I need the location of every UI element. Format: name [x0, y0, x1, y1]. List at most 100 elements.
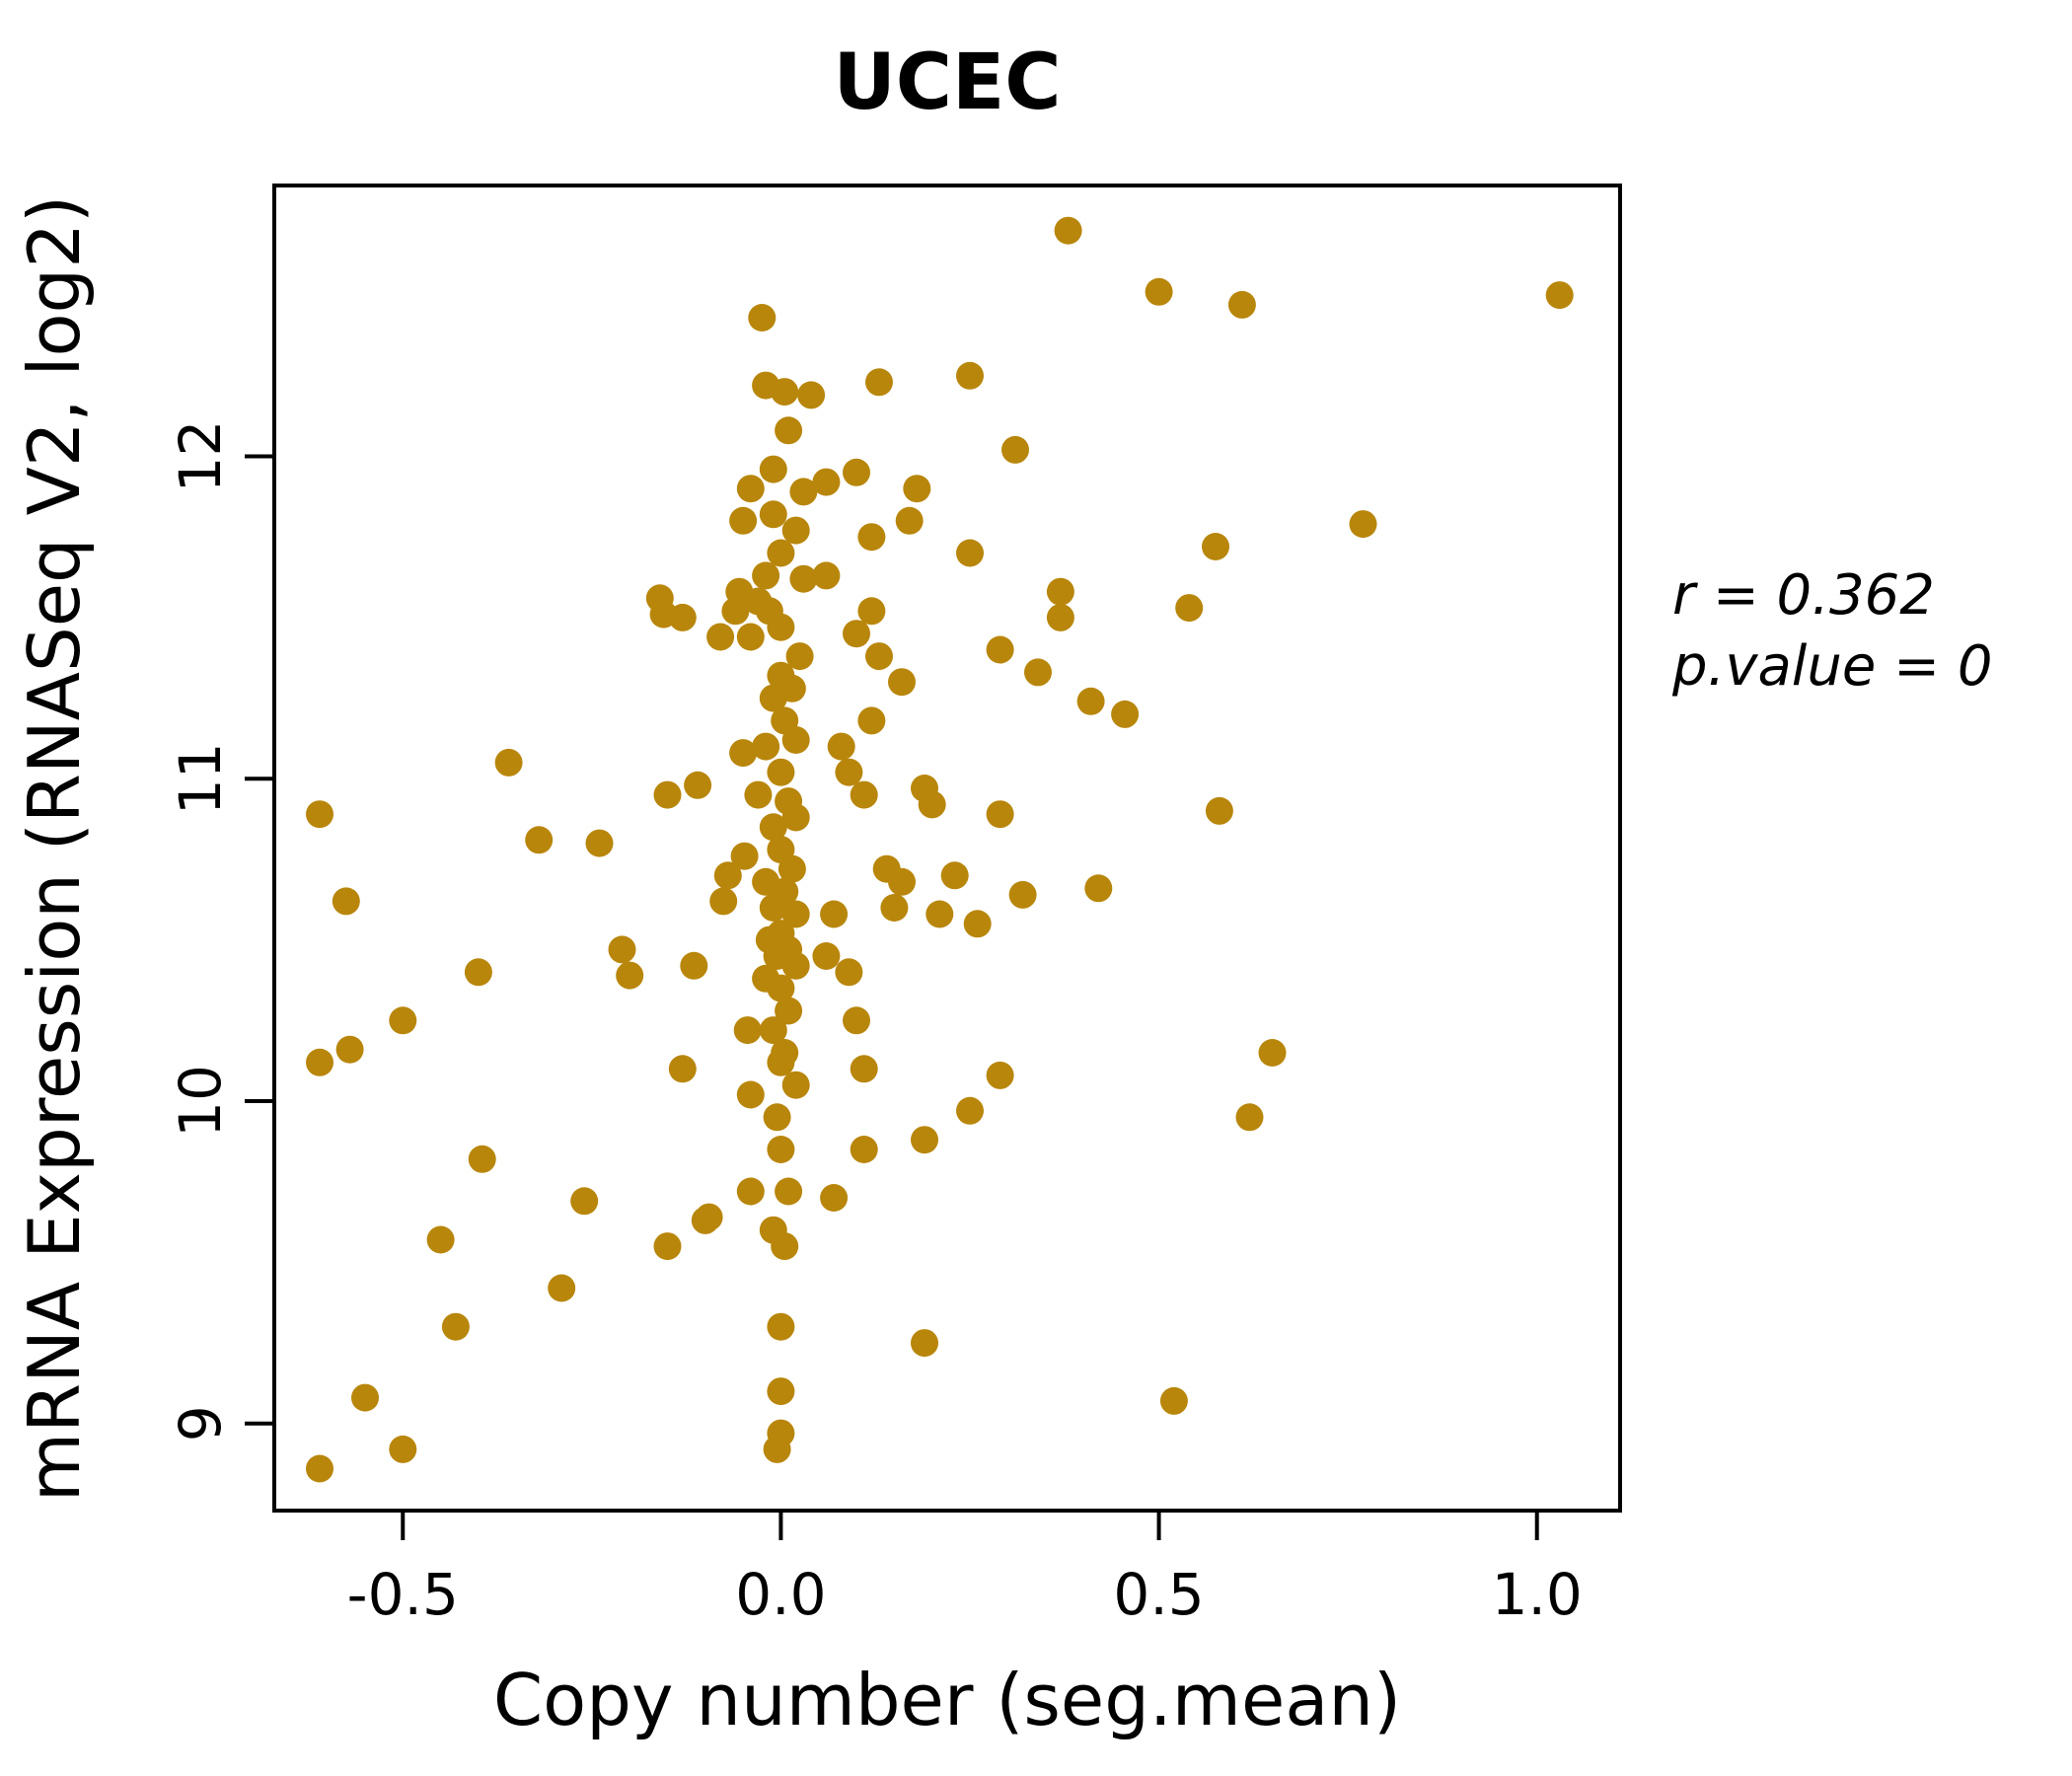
scatter-point — [820, 900, 849, 928]
scatter-point — [850, 1055, 878, 1083]
scatter-point — [763, 1103, 791, 1132]
scatter-point — [835, 758, 863, 786]
scatter-point — [389, 1006, 417, 1035]
scatter-point — [956, 1096, 984, 1125]
scatter-point — [820, 1184, 849, 1212]
scatter-point — [608, 935, 636, 964]
scatter-point — [1024, 658, 1052, 687]
scatter-point — [775, 997, 803, 1025]
x-tick-label: 0.5 — [1113, 1561, 1204, 1628]
scatter-point — [781, 951, 810, 980]
x-tick-label: 0.0 — [735, 1561, 826, 1628]
scatter-point — [777, 854, 806, 883]
scatter-point — [843, 1006, 870, 1035]
scatter-point — [1227, 290, 1256, 319]
scatter-point — [843, 620, 870, 648]
scatter-point — [767, 1312, 795, 1341]
scatter-point — [865, 368, 893, 397]
scatter-point — [812, 942, 841, 970]
scatter-point — [1145, 277, 1173, 306]
scatter-point — [1001, 435, 1029, 464]
scatter-point — [857, 523, 886, 552]
scatter-point — [736, 1080, 765, 1109]
plot-border — [272, 184, 1622, 1513]
scatter-point — [306, 1048, 333, 1076]
scatter-point — [752, 732, 780, 761]
scatter-point — [736, 1177, 765, 1206]
scatter-point — [680, 951, 708, 980]
scatter-point — [835, 958, 863, 987]
scatter-point — [986, 635, 1014, 664]
scatter-point — [1202, 533, 1229, 560]
x-tick-label: 1.0 — [1492, 1561, 1583, 1628]
scatter-point — [956, 539, 984, 567]
annotation-p-value: p.value = 0 — [1671, 634, 1992, 699]
scatter-point — [857, 706, 886, 735]
scatter-point — [1046, 603, 1074, 631]
scatter-point — [812, 468, 841, 496]
scatter-point — [1046, 577, 1074, 606]
scatter-point — [335, 1035, 364, 1064]
scatter-point — [880, 894, 909, 922]
scatter-point — [668, 1055, 697, 1083]
y-tick-label: 11 — [167, 742, 234, 815]
scatter-point — [351, 1383, 379, 1412]
scatter-point — [785, 642, 814, 671]
scatter-point — [653, 1232, 682, 1261]
scatter-point — [684, 771, 712, 799]
scatter-point — [789, 478, 818, 506]
scatter-point — [464, 958, 492, 987]
scatter-point — [781, 900, 810, 928]
scatter-point — [759, 1016, 787, 1045]
annotation-r-value: r = 0.362 — [1672, 563, 1935, 628]
scatter-point — [986, 1061, 1014, 1089]
chart-title: UCEC — [833, 38, 1061, 127]
scatter-point — [441, 1312, 470, 1341]
scatter-point — [781, 726, 810, 754]
scatter-point — [895, 506, 924, 535]
scatter-point — [1545, 281, 1574, 310]
scatter-point — [759, 500, 787, 529]
scatter-point — [668, 603, 697, 631]
scatter-point — [797, 381, 826, 409]
scatter-point — [709, 887, 738, 916]
scatter-point — [888, 668, 916, 697]
scatter-point — [759, 455, 787, 483]
scatter-point — [713, 861, 742, 890]
scatter-point — [736, 475, 765, 503]
scatter-point — [306, 1454, 333, 1483]
y-axis-ticks: 9 10 11 12 — [167, 420, 274, 1442]
scatter-point — [767, 613, 795, 641]
scatter-point — [827, 732, 855, 761]
y-axis-label: mRNA Expression (RNASeq V2, log2) — [13, 195, 96, 1502]
scatter-point — [940, 861, 969, 890]
scatter-point — [850, 780, 878, 809]
scatter-point — [812, 561, 841, 590]
scatter-point — [759, 684, 787, 712]
scatter-point — [733, 1016, 762, 1045]
scatter-point — [781, 1071, 810, 1099]
scatter-point — [748, 304, 777, 332]
scatter-point — [843, 458, 870, 486]
scatter-point — [1054, 216, 1082, 245]
scatter-point — [857, 597, 886, 626]
scatter-point — [771, 1232, 799, 1261]
scatter-point — [1076, 687, 1105, 715]
scatter-point — [585, 829, 614, 857]
y-tick-label: 9 — [167, 1405, 234, 1442]
scatter-point — [570, 1187, 599, 1216]
scatter-point — [986, 800, 1014, 829]
scatter-point — [736, 623, 765, 651]
scatter-point — [426, 1225, 455, 1254]
scatter-point — [956, 361, 984, 390]
scatter-point — [771, 378, 799, 407]
scatter-point — [1111, 700, 1140, 728]
scatter-point — [1008, 880, 1037, 909]
scatter-point — [730, 842, 759, 870]
scatter-point — [616, 961, 644, 990]
scatter-point — [653, 780, 682, 809]
scatter-point — [767, 539, 795, 567]
scatter-point — [1084, 874, 1113, 903]
scatter-point — [925, 900, 954, 928]
